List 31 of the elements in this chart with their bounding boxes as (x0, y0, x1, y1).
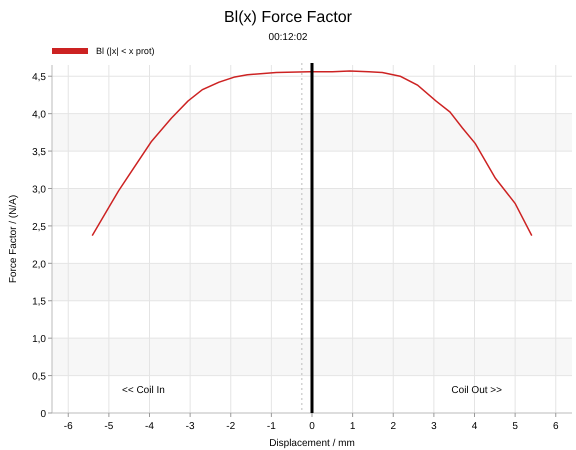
x-tick-label: -2 (226, 421, 236, 432)
x-tick-label: -4 (145, 421, 154, 432)
x-tick-label: 3 (431, 421, 438, 432)
chart-subtitle: 00:12:02 (268, 32, 308, 43)
x-tick-label: 0 (309, 421, 316, 432)
x-tick-label: -3 (186, 421, 195, 432)
annotation: Coil Out >> (451, 385, 502, 396)
line-series (91, 70, 533, 236)
y-tick-label: 3,0 (32, 184, 46, 196)
y-tick-label: 3,5 (32, 147, 46, 158)
y-tick-label: 0,5 (32, 372, 46, 383)
x-tick-label: 4 (472, 421, 478, 432)
y-tick-label: 2,0 (32, 259, 46, 270)
y-tick-label: 2,5 (32, 222, 46, 233)
y-tick-label: 4,5 (32, 72, 46, 84)
y-tick-label: 0 (40, 409, 46, 420)
legend-label: Bl (|x| < x prot) (96, 46, 154, 56)
annotation: << Coil In (122, 385, 165, 396)
x-tick-label: -6 (64, 421, 74, 432)
y-axis-title: Force Factor / (N/A) (8, 194, 19, 284)
y-tick-label: 4,0 (32, 110, 46, 121)
y-tick-label: 1,5 (32, 296, 46, 308)
x-tick-label: 2 (390, 421, 396, 432)
x-axis-title: Displacement / mm (269, 438, 355, 449)
x-tick-label: 1 (350, 421, 356, 432)
x-tick-label: -1 (266, 421, 276, 432)
x-tick-label: -5 (104, 421, 114, 432)
y-tick-label: 1,0 (32, 334, 46, 346)
x-tick-label: 5 (512, 421, 518, 432)
chart-title: Bl(x) Force Factor (224, 9, 353, 26)
x-tick-label: 6 (552, 421, 559, 432)
